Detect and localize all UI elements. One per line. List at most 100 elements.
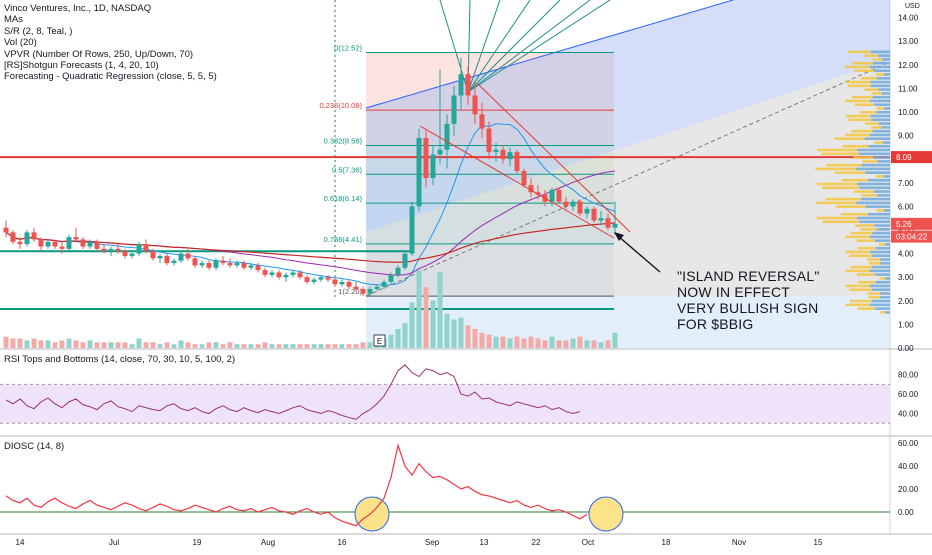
vpvr-bar [845,235,870,239]
volume-bar [185,342,191,348]
vpvr-bar [877,194,890,197]
volume-bar [570,338,576,348]
candle-body [304,277,310,282]
legend-indicator[interactable]: Forecasting - Quadratic Regression (clos… [4,71,217,83]
legend-indicator[interactable]: [RS]Shotgun Forecasts (1, 4, 20, 10) [4,60,159,72]
candle-body [409,206,415,254]
vpvr-bar [869,133,890,137]
volume-bar [507,338,513,348]
vpvr-bar [880,295,890,299]
vpvr-bar [834,137,865,141]
volume-bar [388,334,394,348]
volume-bar [395,329,401,348]
legend-indicator[interactable]: Vol (20) [4,37,37,49]
vpvr-bar [853,156,874,159]
candle-body [395,267,401,275]
candle-body [402,253,408,268]
volume-bar [87,340,93,348]
time-axis-tick: 16 [338,538,347,547]
channel-median-line [365,61,891,297]
rsi-axis-tick: 60.00 [898,390,919,399]
candle-body [458,74,464,96]
candle-body [45,241,51,247]
volume-bar [101,342,107,348]
price-axis-tick: 0.00 [898,344,914,353]
candle-body [283,274,289,278]
diosc-axis-tick: 20.00 [898,485,919,494]
vpvr-bar [857,280,876,284]
volume-bar [318,344,324,348]
volume-bar [430,300,436,348]
volume-bar [136,338,142,348]
vpvr-bar [816,216,857,220]
volume-bar [17,338,23,348]
vpvr-bar [870,284,890,288]
annotation-line: "ISLAND REVERSAL" [677,268,820,284]
candle-body [374,286,380,289]
vpvr-bar [850,265,873,269]
volume-bar [423,287,429,348]
vpvr-bar [879,292,890,295]
candle-body [31,232,37,240]
vpvr-bar [871,84,890,88]
annotation-line: FOR $BBIG [677,316,754,332]
vpvr-bar [856,167,890,171]
volume-bar [493,336,499,348]
volume-bar [192,344,198,348]
vpvr-bar [867,258,880,261]
candle-body [213,260,219,268]
diosc-pane-title[interactable]: DIOSC (14, 8) [4,441,65,452]
candle-body [178,253,184,261]
volume-bar [479,332,485,348]
vpvr-bar [879,258,890,261]
time-axis-tick: 19 [193,538,202,547]
vpvr-bar [859,220,890,224]
vpvr-bar [851,129,873,133]
legend-indicator[interactable]: VPVR (Number Of Rows, 250, Up/Down, 70) [4,48,194,60]
candle-body [437,149,443,155]
candle-body [241,263,247,268]
vpvr-bar [868,178,890,182]
time-axis-tick: Jul [109,538,119,547]
candle-body [430,154,436,179]
volume-bar [353,344,359,348]
vpvr-bar [846,114,871,118]
rsi-pane-title[interactable]: RSI Tops and Bottoms (14, close, 70, 30,… [4,354,236,365]
candle-body [185,253,191,259]
volume-bar [612,332,618,348]
volume-bar [500,336,506,348]
vpvr-bar [862,160,878,163]
vpvr-bar [865,122,879,125]
candle-body [66,237,72,249]
vpvr-bar [876,209,885,212]
time-axis-tick: 18 [662,538,671,547]
legend-indicator[interactable]: MAs [4,14,23,26]
vpvr-bar [845,65,870,69]
volume-bar [108,342,114,348]
legend-indicator[interactable]: S/R (2, 8, Teal, ) [4,25,73,37]
vpvr-bar [861,163,890,167]
time-axis-tick: Nov [732,538,746,547]
time-axis-tick: 15 [814,538,823,547]
volume-bar [584,340,590,348]
price-label-box [891,230,932,243]
candle-body [73,237,79,240]
vpvr-bar [875,273,890,276]
vpvr-bar [852,61,873,65]
volume-bar [115,342,121,348]
volume-bar [605,340,611,348]
diosc-axis-tick: 60.00 [898,439,919,448]
vpvr-bar [881,92,890,95]
vpvr-bar [864,137,890,141]
vpvr-bar [884,243,890,246]
vpvr-bar [871,92,882,95]
volume-bar [143,342,149,348]
volume-bar [346,344,352,348]
vpvr-bar [874,239,890,242]
downtrend-line [477,83,631,233]
vpvr-bar [860,76,877,80]
shotgun-forecast-line [467,0,591,93]
vpvr-bar [882,58,890,61]
volume-bar [514,336,520,348]
candle-body [479,114,485,129]
